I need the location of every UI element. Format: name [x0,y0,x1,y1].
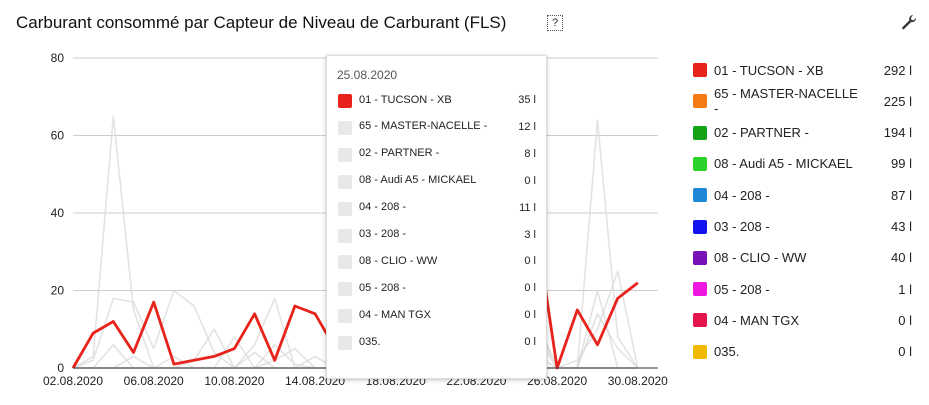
legend-item[interactable]: 04 - MAN TGX 0 l [693,306,918,334]
y-tick-label: 80 [51,51,65,65]
tooltip-row: 65 - MASTER-NACELLE - 12 l [327,114,546,140]
tooltip-swatch [338,309,352,324]
x-tick-label: 06.08.2020 [124,374,184,388]
legend-series-name: 65 - MASTER-NACELLE - [714,86,858,117]
legend-series-name: 04 - MAN TGX [714,312,800,328]
legend-swatch [693,125,707,140]
tooltip-row: 08 - CLIO - WW 0 l [327,248,546,274]
legend-item[interactable]: 08 - CLIO - WW 40 l [693,244,918,272]
y-tick-label: 0 [57,361,64,375]
legend-total: 225 l [883,93,912,109]
tooltip-swatch [338,228,352,243]
tooltip-series-name: 05 - 208 - [359,281,407,294]
tooltip-value: 0 l [524,174,536,187]
tooltip-series-name: 01 - TUCSON - XB [359,93,452,106]
legend-total: 194 l [883,125,912,141]
tooltip-series-name: 04 - 208 - [359,201,407,214]
tooltip-value: 0 l [524,255,536,268]
tooltip-value: 0 l [524,282,536,295]
y-tick-label: 60 [51,129,65,143]
tooltip-swatch [338,201,352,216]
tooltip-series-name: 08 - Audi A5 - MICKAEL [359,174,477,187]
legend-series-name: 04 - 208 - [714,187,770,203]
legend-item[interactable]: 03 - 208 - 43 l [693,213,918,241]
legend-series-name: 035. [714,344,740,360]
tooltip-row: 05 - 208 - 0 l [327,275,546,301]
tooltip-row: 08 - Audi A5 - MICKAEL 0 l [327,168,546,194]
tooltip-swatch [338,120,352,135]
help-icon[interactable]: ? [547,15,563,31]
tooltip-value: 0 l [524,336,536,349]
legend-swatch [693,94,707,109]
legend-total: 1 l [898,281,912,297]
legend-swatch [693,156,707,171]
legend-swatch [693,313,707,328]
legend-item[interactable]: 04 - 208 - 87 l [693,181,918,209]
legend-swatch [693,282,707,297]
tooltip-series-name: 65 - MASTER-NACELLE - [359,120,488,133]
tooltip-row: 04 - 208 - 11 l [327,195,546,221]
tooltip-date: 25.08.2020 [337,68,398,82]
tooltip-row: 03 - 208 - 3 l [327,222,546,248]
tooltip-series-name: 08 - CLIO - WW [359,254,438,267]
legend-swatch [693,63,707,77]
x-tick-label: 02.08.2020 [43,374,103,388]
tooltip-value: 0 l [524,309,536,322]
tooltip: 25.08.2020 01 - TUCSON - XB 35 l 65 - MAST… [326,55,547,379]
legend-series-name: 08 - Audi A5 - MICKAEL [714,156,853,172]
tooltip-series-name: 02 - PARTNER - [359,147,440,160]
tooltip-value: 3 l [524,228,536,241]
legend-swatch [693,250,707,265]
x-tick-label: 10.08.2020 [204,374,264,388]
legend-series-name: 08 - CLIO - WW [714,250,807,266]
tooltip-series-name: 04 - MAN TGX [359,308,431,321]
x-tick-label: 30.08.2020 [608,374,668,388]
legend-total: 43 l [891,219,912,234]
tooltip-swatch [338,147,352,162]
legend-item[interactable]: 08 - Audi A5 - MICKAEL 99 l [693,150,918,178]
y-tick-label: 20 [51,284,65,298]
legend-series-name: 01 - TUCSON - XB [714,62,824,78]
y-tick-label: 40 [51,206,65,220]
tooltip-value: 35 l [518,94,536,106]
wrench-icon[interactable] [900,13,918,31]
legend-total: 0 l [898,312,912,328]
legend-item[interactable]: 035. 0 l [693,338,918,366]
tooltip-swatch [338,174,352,189]
legend-swatch [693,219,707,234]
legend-item[interactable]: 05 - 208 - 1 l [693,275,918,303]
tooltip-series-name: 03 - 208 - [359,228,407,240]
tooltip-swatch [338,94,352,108]
legend-series-name: 02 - PARTNER - [714,125,809,141]
tooltip-swatch [338,336,352,351]
legend-total: 292 l [883,62,912,78]
legend-swatch [693,344,707,359]
tooltip-row: 035. 0 l [327,329,546,355]
legend-item[interactable]: 02 - PARTNER - 194 l [693,119,918,147]
legend-item[interactable]: 01 - TUCSON - XB 292 l [693,56,918,84]
legend-total: 87 l [891,187,912,203]
tooltip-swatch [338,255,352,270]
tooltip-value: 11 l [519,201,536,214]
legend-swatch [693,188,707,203]
legend-series-name: 03 - 208 - [714,219,770,234]
legend-series-name: 05 - 208 - [714,281,770,297]
legend-total: 99 l [891,156,912,172]
tooltip-row: 02 - PARTNER - 8 l [327,141,546,167]
legend-total: 40 l [891,250,912,266]
tooltip-value: 12 l [518,120,536,133]
chart-title: Carburant consommé par Capteur de Niveau… [16,13,507,32]
tooltip-series-name: 035. [359,335,381,348]
tooltip-swatch [338,282,352,297]
legend-total: 0 l [898,344,912,360]
tooltip-value: 8 l [524,147,536,160]
tooltip-row: 04 - MAN TGX 0 l [327,302,546,328]
legend-item[interactable]: 65 - MASTER-NACELLE - 225 l [693,86,918,117]
tooltip-row: 01 - TUCSON - XB 35 l [327,87,546,113]
